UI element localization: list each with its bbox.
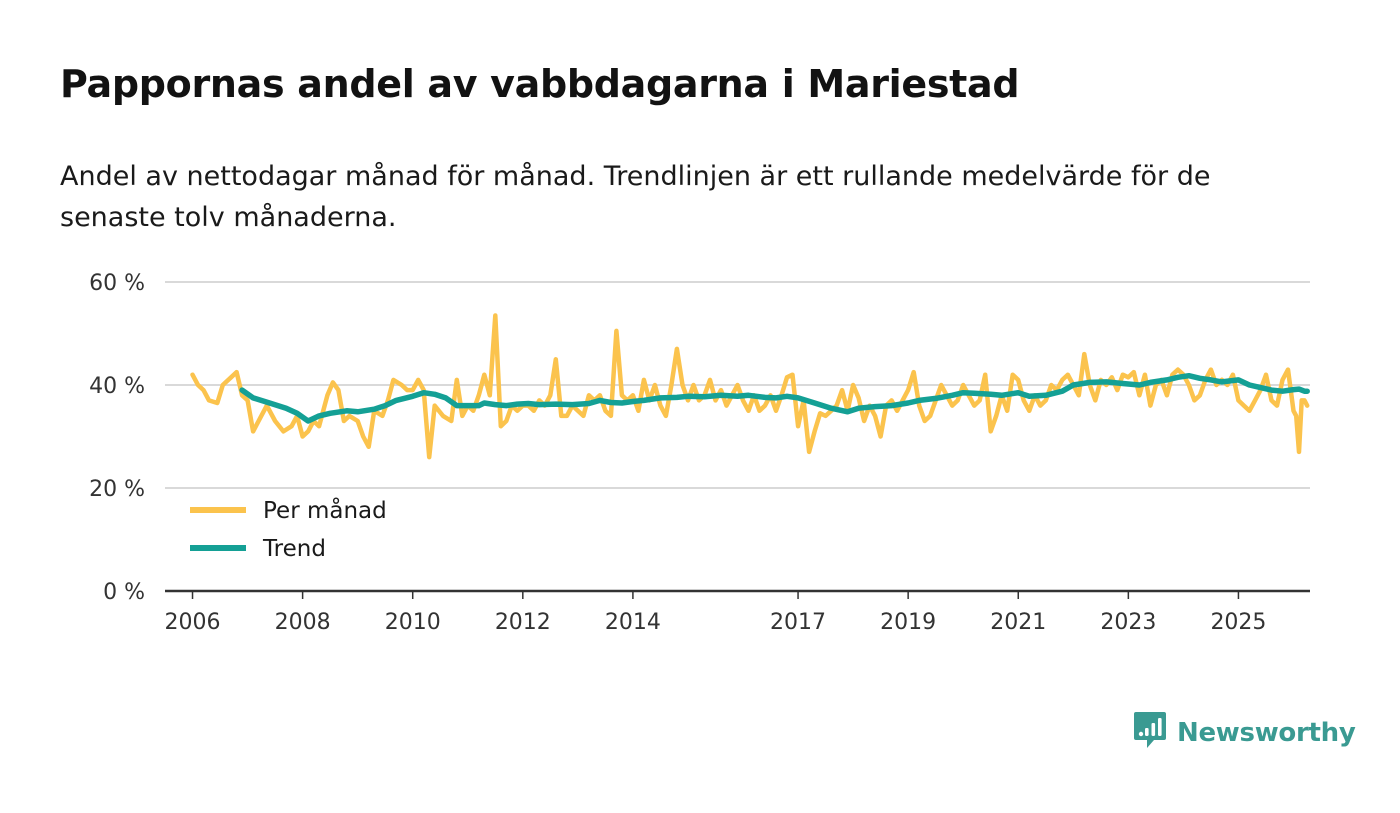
x-tick-label: 2012 (495, 610, 551, 635)
x-tick-label: 2006 (165, 610, 221, 635)
series-line-trend (239, 372, 1310, 424)
chart-title: Pappornas andel av vabbdagarna i Mariest… (60, 62, 1020, 106)
legend: Per månad Trend (190, 496, 387, 562)
y-tick-label: 60 % (89, 271, 145, 296)
y-axis-ticks: 0 % 20 % 40 % 60 % (89, 271, 145, 605)
x-tick-label: 2017 (770, 610, 826, 635)
x-tick-label: 2021 (990, 610, 1046, 635)
x-tick-label: 2014 (605, 610, 661, 635)
y-tick-label: 0 % (103, 580, 145, 605)
newsworthy-brand[interactable]: Newsworthy (1133, 711, 1356, 755)
series-lines (190, 313, 1310, 460)
x-tick-label: 2010 (385, 610, 441, 635)
y-tick-label: 20 % (89, 477, 145, 502)
x-tick-label: 2019 (880, 610, 936, 635)
legend-label-per-manad: Per månad (263, 496, 387, 524)
legend-label-trend: Trend (262, 536, 326, 562)
x-tick-label: 2008 (275, 610, 331, 635)
y-tick-label: 40 % (89, 374, 145, 399)
newsworthy-logo-icon (1133, 711, 1167, 755)
series-line-per-manad (190, 313, 1310, 460)
x-axis-ticks: 2006 2008 2010 2012 2014 2017 2019 2021 2023 2025 (165, 591, 1266, 635)
brand-name: Newsworthy (1177, 718, 1356, 748)
x-tick-label: 2023 (1100, 610, 1156, 635)
chart-subtitle: Andel av nettodagar månad för månad. Tre… (60, 161, 1211, 233)
x-tick-label: 2025 (1210, 610, 1266, 635)
